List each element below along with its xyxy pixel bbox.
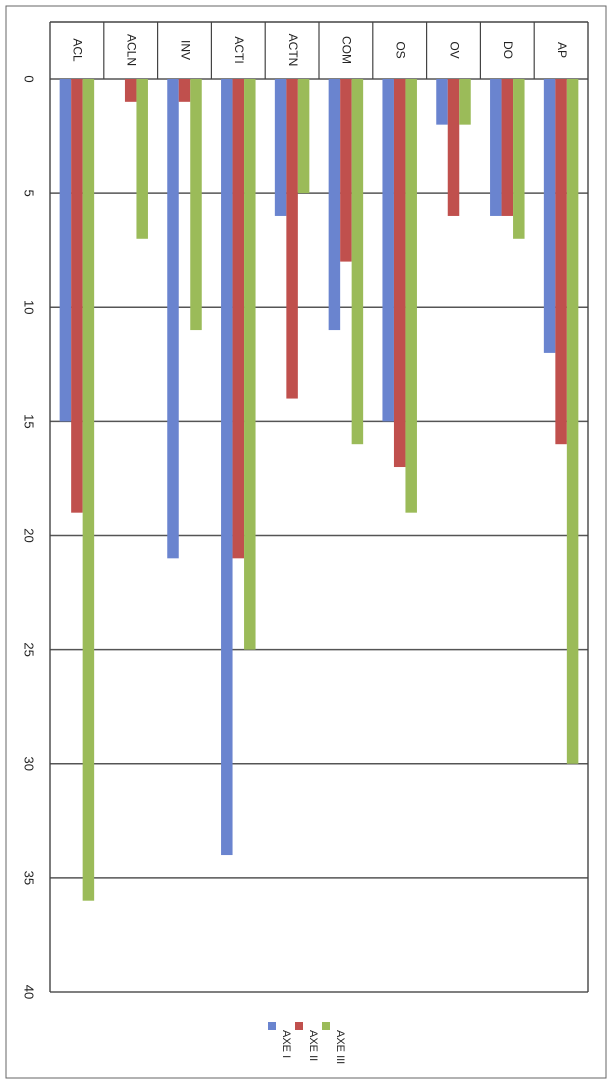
bar-do-axe-ii (501, 79, 514, 216)
category-label-os: OS (394, 41, 408, 58)
bar-com-axe-iii (351, 79, 364, 445)
bar-acti-axe-iii (244, 79, 256, 650)
legend-swatch-axe-i (268, 1022, 276, 1030)
bar-inv-axe-i (167, 79, 179, 559)
category-label-ap: AP (555, 42, 569, 58)
tick-label-5: 5 (22, 190, 37, 197)
tick-label-15: 15 (22, 414, 37, 428)
tick-label-35: 35 (22, 871, 37, 885)
bar-ov-axe-i (436, 79, 448, 125)
bar-acln-axe-iii (136, 79, 148, 239)
bar-inv-axe-iii (190, 79, 202, 331)
tick-label-25: 25 (22, 642, 37, 656)
bar-os-axe-i (382, 79, 394, 422)
tick-label-20: 20 (22, 528, 37, 542)
category-label-ov: OV (447, 41, 461, 58)
bar-acl-axe-ii (71, 79, 83, 513)
legend-label-axe-ii: AXE II (307, 1030, 319, 1061)
bar-os-axe-iii (405, 79, 417, 513)
bar-acl-axe-iii (82, 79, 95, 901)
bar-ov-axe-ii (447, 79, 460, 216)
category-label-acln: ACLN (125, 34, 139, 66)
category-label-acl: ACL (71, 38, 85, 62)
category-label-inv: INV (178, 40, 192, 60)
chart-frame (5, 5, 607, 1079)
category-label-do: DO (501, 41, 515, 59)
bars (59, 79, 579, 901)
bar-com-axe-i (328, 79, 341, 331)
category-label-actn: ACTN (286, 34, 300, 67)
tick-label-0: 0 (22, 75, 37, 82)
bar-inv-axe-ii (178, 79, 191, 102)
legend-swatch-axe-iii (322, 1022, 330, 1030)
bar-os-axe-ii (393, 79, 406, 468)
bar-ov-axe-iii (459, 79, 471, 125)
tick-label-10: 10 (22, 300, 37, 314)
bar-actn-axe-i (274, 79, 287, 216)
bar-acti-axe-i (221, 79, 233, 856)
bar-actn-axe-ii (286, 79, 298, 399)
bar-actn-axe-iii (297, 79, 310, 194)
legend: AXE I AXE II AXE III (268, 1022, 346, 1064)
bar-acti-axe-ii (232, 79, 245, 559)
legend-label-axe-i: AXE I (280, 1030, 292, 1058)
bar-do-axe-iii (513, 79, 525, 239)
tick-label-40: 40 (22, 985, 37, 999)
bar-ap-axe-iii (566, 79, 579, 764)
bar-do-axe-i (490, 79, 502, 216)
tick-label-30: 30 (22, 757, 37, 771)
value-axis-tick-labels: 0 5 10 15 20 25 30 35 40 (22, 75, 37, 999)
bar-ap-axe-ii (555, 79, 567, 445)
bar-acln-axe-ii (124, 79, 137, 102)
category-label-com: COM (340, 36, 354, 64)
category-axis-labels: ACL ACLN INV ACTI ACTN COM OS OV DO AP (71, 34, 569, 67)
category-label-acti: ACTI (232, 36, 246, 63)
bar-com-axe-ii (340, 79, 352, 262)
bar-acl-axe-i (59, 79, 72, 422)
legend-label-axe-iii: AXE III (334, 1030, 346, 1064)
legend-swatch-axe-ii (295, 1022, 303, 1030)
bar-ap-axe-i (543, 79, 556, 353)
